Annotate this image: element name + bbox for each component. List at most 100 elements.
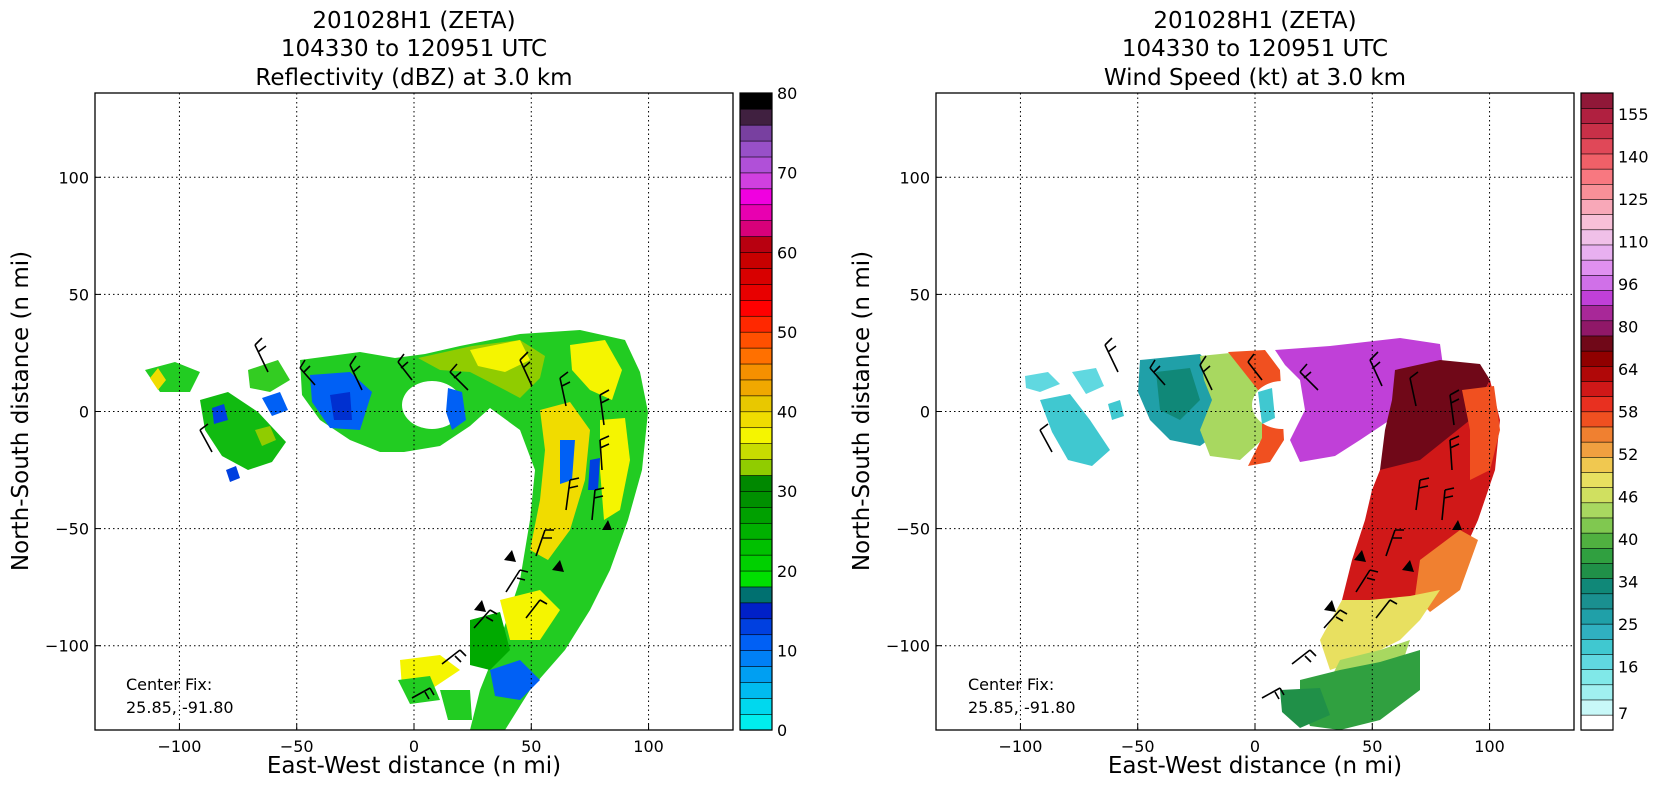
- reflectivity-center-fix-value: 25.85, -91.80: [126, 698, 234, 717]
- reflectivity-colorbar-swatch: [739, 570, 773, 588]
- wind-colorbar-label: 125: [1618, 190, 1649, 209]
- reflectivity-y-tick-label: 100: [58, 168, 89, 187]
- wind-center-fix-value: 25.85, -91.80: [968, 698, 1076, 717]
- reflectivity-x-tick-label: −100: [157, 737, 201, 756]
- wind-colorbar-swatch: [1580, 487, 1614, 504]
- reflectivity-panel: 201028H1 (ZETA) 104330 to 120951 UTC Ref…: [8, 8, 797, 779]
- reflectivity-colorbar-swatch: [739, 108, 773, 126]
- reflectivity-field: [145, 330, 648, 730]
- wind-colorbar-swatch: [1580, 578, 1614, 595]
- wind-colorbar-label: 7: [1618, 704, 1628, 723]
- wind-speed-field: [1025, 337, 1500, 730]
- reflectivity-x-tick-label: 0: [409, 737, 419, 756]
- reflectivity-colorbar-swatch: [739, 474, 773, 492]
- reflectivity-colorbar-swatch: [739, 427, 773, 444]
- reflectivity-colorbar-swatch: [739, 538, 773, 556]
- reflectivity-x-tick-label: 50: [521, 737, 541, 756]
- reflectivity-colorbar-frame: [739, 92, 773, 731]
- reflectivity-gridlines: [95, 93, 733, 730]
- reflectivity-colorbar-swatch: [739, 506, 773, 524]
- reflectivity-colorbar-swatch: [739, 395, 773, 413]
- reflectivity-colorbar-swatch: [739, 188, 773, 206]
- reflectivity-colorbar-swatch: [739, 554, 773, 572]
- reflectivity-colorbar-swatch: [739, 267, 773, 285]
- wind-colorbar-swatch: [1580, 335, 1614, 352]
- wind-colorbar: 7 16 25 34 40 46 52 58 64 80 96 110 125 140 155: [1580, 92, 1649, 731]
- reflectivity-colorbar-swatch: [739, 443, 773, 460]
- reflectivity-colorbar-swatch: [739, 363, 773, 381]
- reflectivity-colorbar-swatch: [739, 156, 773, 174]
- wind-colorbar-swatch: [1580, 411, 1614, 428]
- wind-colorbar-swatch: [1580, 441, 1614, 458]
- wind-colorbar-swatch: [1580, 274, 1614, 291]
- wind-title-line-3: Wind Speed (kt) at 3.0 km: [1104, 65, 1406, 91]
- wind-gridlines: [936, 93, 1574, 730]
- reflectivity-colorbar-swatch: [739, 283, 773, 301]
- wind-colorbar-swatch: [1580, 153, 1614, 170]
- wind-colorbar-swatch: [1580, 593, 1614, 610]
- wind-panel: 201028H1 (ZETA) 104330 to 120951 UTC Win…: [849, 8, 1649, 779]
- reflectivity-colorbar-swatch: [739, 251, 773, 269]
- reflectivity-colorbar-label: 30: [777, 482, 797, 501]
- wind-colorbar-swatch: [1580, 289, 1614, 306]
- wind-colorbar-swatch: [1580, 699, 1614, 716]
- wind-colorbar-swatch: [1580, 623, 1614, 640]
- wind-x-tick-label: −50: [1121, 737, 1155, 756]
- wind-colorbar-swatch: [1580, 229, 1614, 246]
- reflectivity-colorbar-swatch: [739, 650, 773, 667]
- wind-title-line-1: 201028H1 (ZETA): [1153, 8, 1356, 34]
- wind-y-tick-label: −50: [896, 520, 930, 539]
- reflectivity-colorbar-swatch: [739, 172, 773, 190]
- reflectivity-colorbar-swatch: [739, 236, 773, 253]
- reflectivity-center-fix-label: Center Fix:: [126, 675, 212, 694]
- reflectivity-colorbar-label: 20: [777, 562, 797, 581]
- reflectivity-colorbar-swatch: [739, 665, 773, 683]
- wind-colorbar-swatch: [1580, 608, 1614, 625]
- reflectivity-colorbar-swatch: [739, 697, 773, 715]
- reflectivity-colorbar-swatch: [739, 490, 773, 508]
- wind-colorbar-swatch: [1580, 638, 1614, 655]
- reflectivity-colorbar-label: 0: [777, 721, 787, 740]
- wind-y-tick-label: 100: [899, 168, 930, 187]
- wind-colorbar-swatch: [1580, 714, 1614, 731]
- wind-colorbar-swatch: [1580, 471, 1614, 488]
- wind-ticks: −100 −50 0 50 100 −100 −50 0 50 100: [886, 168, 1505, 756]
- wind-colorbar-label: 140: [1618, 148, 1649, 167]
- reflectivity-y-tick-label: 50: [69, 285, 89, 304]
- reflectivity-colorbar-swatch: [739, 458, 773, 476]
- wind-colorbar-swatch: [1580, 653, 1614, 670]
- wind-colorbar-swatch: [1580, 380, 1614, 397]
- wind-colorbar-frame: [1580, 92, 1614, 731]
- reflectivity-colorbar-label: 80: [777, 84, 797, 103]
- reflectivity-colorbar-swatch: [739, 618, 773, 636]
- wind-colorbar-swatch: [1580, 92, 1614, 109]
- reflectivity-colorbar-swatch: [739, 681, 773, 699]
- wind-y-tick-label: −100: [886, 637, 930, 656]
- wind-colorbar-swatch: [1580, 547, 1614, 564]
- wind-colorbar-swatch: [1580, 305, 1614, 322]
- reflectivity-colorbar-swatch: [739, 204, 773, 222]
- wind-colorbar-label: 58: [1618, 403, 1638, 422]
- reflectivity-x-axis-label: East-West distance (n mi): [267, 753, 561, 779]
- wind-colorbar-swatch: [1580, 183, 1614, 200]
- reflectivity-y-tick-label: −50: [55, 520, 89, 539]
- wind-center-fix-label: Center Fix:: [968, 675, 1054, 694]
- wind-colorbar-swatch: [1580, 107, 1614, 124]
- wind-colorbar-swatch: [1580, 684, 1614, 701]
- reflectivity-colorbar-swatch: [739, 379, 773, 397]
- wind-colorbar-label: 25: [1618, 615, 1638, 634]
- reflectivity-colorbar-label: 40: [777, 403, 797, 422]
- wind-colorbar-swatch: [1580, 669, 1614, 686]
- wind-colorbar-swatch: [1580, 244, 1614, 261]
- wind-colorbar-swatch: [1580, 138, 1614, 155]
- wind-colorbar-label: 46: [1618, 487, 1638, 506]
- reflectivity-colorbar-swatch: [739, 411, 773, 429]
- wind-colorbar-label: 16: [1618, 657, 1638, 676]
- reflectivity-title-line-3: Reflectivity (dBZ) at 3.0 km: [255, 65, 572, 91]
- reflectivity-title-line-1: 201028H1 (ZETA): [312, 8, 515, 34]
- wind-x-tick-label: −100: [998, 737, 1042, 756]
- wind-colorbar-swatch: [1580, 214, 1614, 231]
- wind-colorbar-swatch: [1580, 532, 1614, 549]
- wind-colorbar-swatch: [1580, 365, 1614, 382]
